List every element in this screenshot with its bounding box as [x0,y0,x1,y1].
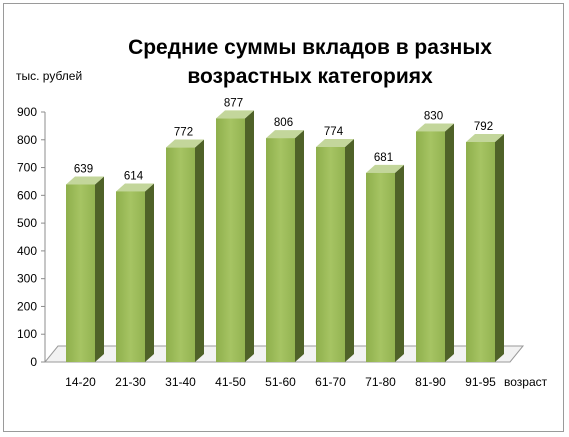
bar [216,110,254,362]
bar [466,134,504,362]
bar-side [495,134,504,362]
bar-top [66,176,104,185]
y-tick-label: 600 [17,188,37,202]
bar-top [316,139,354,147]
y-tick-label: 800 [17,133,37,147]
bar-side [345,139,354,362]
bar-side [145,183,154,362]
bar-front [116,191,145,362]
data-label: 639 [74,164,93,176]
bar-side [95,176,104,362]
y-tick-label: 500 [17,216,37,230]
bar-side [395,164,404,362]
data-label: 806 [274,117,293,129]
bar [416,123,454,362]
bar-side [295,130,304,362]
data-label: 830 [424,110,443,122]
y-tick-label: 700 [17,161,37,175]
bar-top [216,110,254,119]
y-tick-label: 400 [17,244,37,258]
bar-top [416,123,454,132]
y-tick-label: 0 [30,355,37,369]
x-tick-label: 81-90 [415,375,446,389]
bar-top [366,164,404,173]
bar-side [245,110,254,362]
x-tick-label: 61-70 [315,375,346,389]
bar-front [66,184,95,362]
x-tick-label: 21-30 [115,375,146,389]
bar [66,176,104,362]
bar [316,139,354,362]
y-axis-label: тыс. рублей [16,69,82,83]
y-tick-label: 300 [17,272,37,286]
bar-top [466,134,504,142]
y-tick-labels: 0 100 200 300 400 500 600 700 800 900 [17,105,45,369]
x-tick-label: 41-50 [215,375,246,389]
bar-front [316,147,345,362]
chart-title-line-2: возрастных категориях [187,65,433,88]
y-tick-label: 100 [17,327,37,341]
bar [166,139,204,362]
bar [116,183,154,362]
bar-front [366,172,395,362]
data-label: 877 [224,97,243,109]
x-tick-label: 31-40 [165,375,196,389]
x-tick-labels: 14-20 21-30 31-40 41-50 51-60 61-70 71-80 81-90… [65,375,496,389]
data-labels: 639 614 772 877 806 774 681 830 792 [74,97,493,182]
bar-front [416,131,445,362]
bar-side [195,139,204,362]
data-label: 681 [374,152,393,164]
bar-side [445,123,454,362]
bar [366,164,404,362]
x-tick-label: 71-80 [365,375,396,389]
bar-top [116,183,154,192]
bars [66,110,504,362]
y-tick-label: 200 [17,299,37,313]
x-tick-label: 51-60 [265,375,296,389]
bar-front [166,147,195,362]
bar-front [466,142,495,362]
data-label: 792 [474,121,493,133]
x-tick-label: 91-95 [465,375,496,389]
x-tick-label: 14-20 [65,375,96,389]
y-tick-label: 900 [17,105,37,119]
data-label: 772 [174,127,193,139]
bar [266,130,304,362]
x-axis-label: возраст [504,375,548,389]
data-label: 774 [324,126,344,138]
bar-top [166,139,204,148]
chart-title-line-1: Средние суммы вкладов в разных [128,36,492,59]
bar-top [266,130,304,139]
bar-front [266,138,295,362]
data-label: 614 [124,170,144,182]
bar-front [216,118,245,362]
